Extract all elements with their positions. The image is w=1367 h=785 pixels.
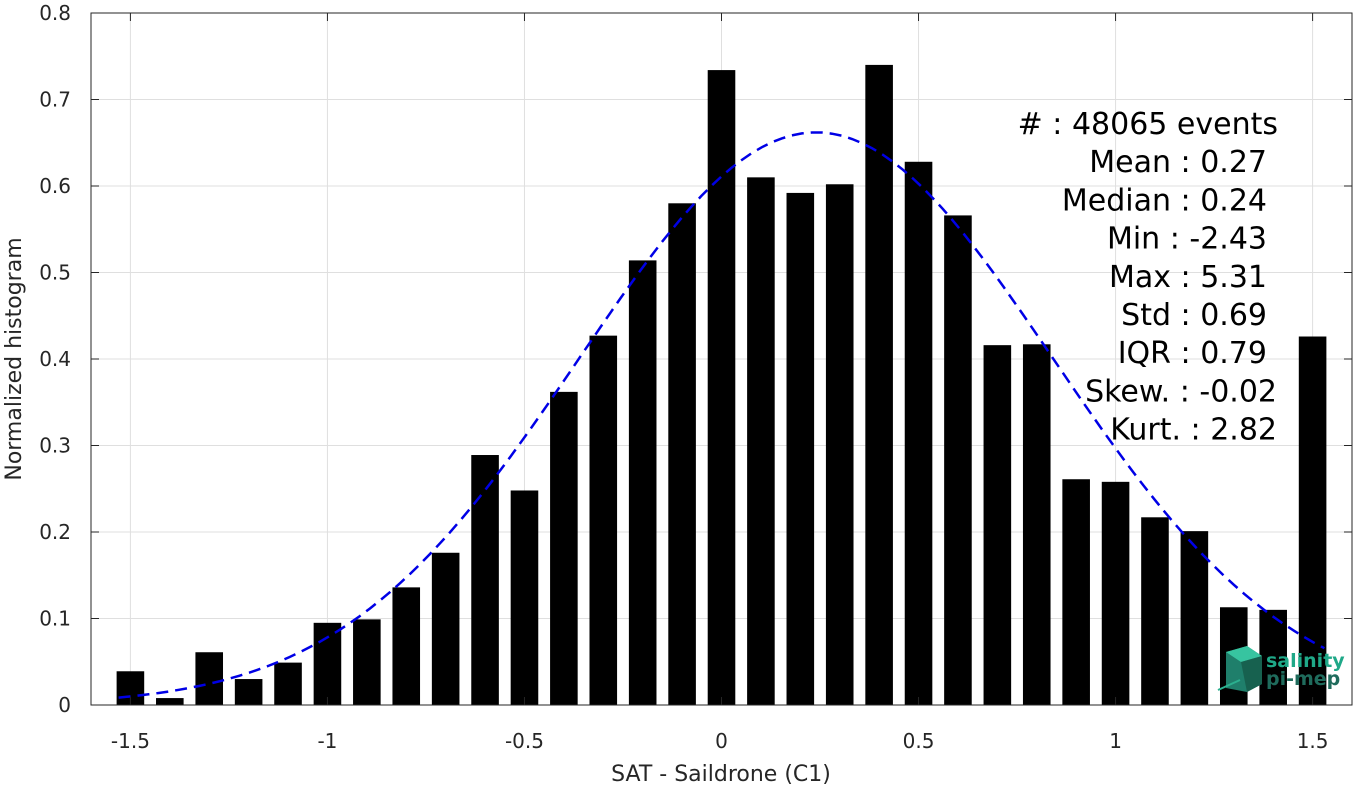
histogram-bar bbox=[1180, 531, 1209, 705]
y-tick-label: 0.1 bbox=[39, 607, 71, 631]
y-tick-label: 0.2 bbox=[39, 520, 71, 544]
histogram-bar bbox=[234, 679, 263, 705]
y-tick-label: 0.3 bbox=[39, 434, 71, 458]
stats-line: Median : 0.24 bbox=[1062, 183, 1267, 218]
histogram-bar bbox=[1022, 344, 1051, 705]
histogram-bar bbox=[1141, 517, 1169, 705]
stats-line: Kurt. : 2.82 bbox=[1110, 413, 1277, 448]
x-tick-label: -1 bbox=[317, 729, 337, 753]
histogram-bar bbox=[353, 619, 381, 705]
fit-curve-line bbox=[118, 131, 1325, 699]
stats-line: # : 48065 events bbox=[1018, 107, 1278, 142]
y-tick-label: 0.6 bbox=[39, 174, 71, 198]
y-tick-label: 0.7 bbox=[39, 88, 71, 112]
stats-line: Std : 0.69 bbox=[1121, 298, 1267, 333]
histogram-bar bbox=[825, 184, 854, 705]
stats-line: Max : 5.31 bbox=[1109, 260, 1267, 295]
histogram-bar bbox=[1062, 479, 1090, 705]
stats-line: Mean : 0.27 bbox=[1089, 145, 1267, 180]
histogram-bar bbox=[668, 203, 696, 706]
stats-line: Min : -2.43 bbox=[1107, 222, 1267, 257]
histogram-bar bbox=[195, 652, 224, 705]
y-tick-label: 0.8 bbox=[39, 1, 71, 25]
x-tick-label: 1.5 bbox=[1297, 729, 1329, 753]
histogram-bar bbox=[865, 64, 893, 705]
gaussian-fit-curve bbox=[118, 131, 1325, 699]
salinity-pimep-logo: salinity pi-mep bbox=[1217, 646, 1345, 692]
histogram-bar bbox=[313, 622, 342, 705]
histogram-bar bbox=[786, 192, 815, 706]
logo-text-pimep: pi-mep bbox=[1266, 668, 1340, 690]
axis-ticks bbox=[91, 12, 1352, 706]
histogram-bar bbox=[747, 177, 775, 706]
histogram-bar bbox=[156, 698, 184, 705]
x-tick-label: -1.5 bbox=[111, 729, 150, 753]
x-tick-labels: -1.5 -1 -0.5 0 0.5 1 1.5 bbox=[111, 729, 1329, 753]
histogram-bar bbox=[1298, 336, 1327, 705]
x-tick-label: 0 bbox=[715, 729, 728, 753]
histogram-bar bbox=[431, 552, 460, 705]
histogram-bar bbox=[550, 391, 578, 705]
histogram-bar bbox=[904, 161, 933, 705]
stats-line: Skew. : -0.02 bbox=[1085, 374, 1277, 409]
y-axis-label: Normalized histogram bbox=[2, 237, 27, 480]
histogram-bar bbox=[944, 215, 972, 705]
y-tick-label: 0.4 bbox=[39, 347, 71, 371]
x-tick-label: 1 bbox=[1109, 729, 1122, 753]
histogram-bar bbox=[707, 70, 736, 706]
histogram-bar bbox=[589, 335, 618, 705]
histogram-bar bbox=[1259, 609, 1287, 705]
x-tick-label: -0.5 bbox=[505, 729, 544, 753]
stats-line: IQR : 0.79 bbox=[1118, 336, 1267, 371]
histogram-bar bbox=[274, 662, 302, 705]
histogram-bar bbox=[392, 587, 421, 705]
histogram-bar bbox=[1101, 481, 1130, 705]
y-tick-label: 0.5 bbox=[39, 261, 71, 285]
histogram-bars bbox=[116, 64, 1327, 706]
cube-icon bbox=[1217, 646, 1262, 692]
y-tick-label: 0 bbox=[58, 693, 71, 717]
histogram-bar bbox=[628, 260, 657, 705]
histogram-bar bbox=[471, 455, 499, 705]
histogram-bar bbox=[510, 490, 539, 705]
x-tick-label: 0.5 bbox=[903, 729, 935, 753]
histogram-bar bbox=[983, 345, 1012, 705]
y-tick-labels: 0 0.1 0.2 0.3 0.4 0.5 0.6 0.7 0.8 bbox=[39, 1, 71, 717]
x-axis-label: SAT - Saildrone (C1) bbox=[611, 762, 831, 785]
logo-text-salinity: salinity bbox=[1266, 650, 1345, 672]
